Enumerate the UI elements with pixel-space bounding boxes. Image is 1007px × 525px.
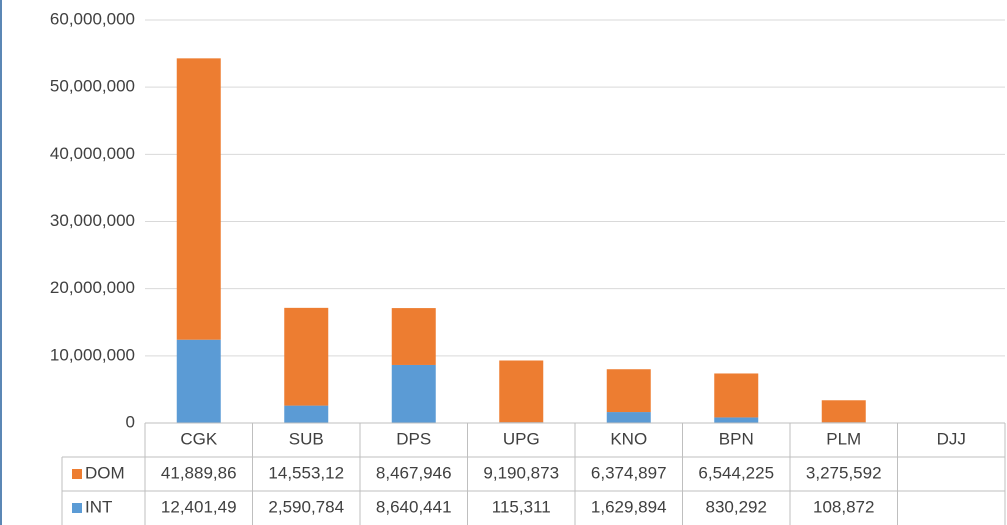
table-cell: 2,590,784: [268, 497, 344, 516]
x-tick-label: DJJ: [937, 429, 966, 448]
table-cell: 8,640,441: [376, 497, 452, 516]
x-tick-label: CGK: [180, 429, 218, 448]
y-tick-label: 60,000,000: [50, 9, 135, 28]
bar-segment: [391, 308, 436, 365]
table-cell: 14,553,12: [268, 463, 344, 482]
y-tick-label: 40,000,000: [50, 144, 135, 163]
x-tick-label: UPG: [503, 429, 540, 448]
bar-segment: [606, 412, 651, 423]
bar-segment: [284, 307, 329, 406]
table-cell: 6,544,225: [698, 463, 774, 482]
x-tick-label: SUB: [289, 429, 324, 448]
y-tick-label: 50,000,000: [50, 77, 135, 96]
bar-segment: [606, 369, 651, 413]
table-cell: 1,629,894: [591, 497, 667, 516]
table-cell: 8,467,946: [376, 463, 452, 482]
bar-segment: [821, 400, 866, 423]
legend-swatch: [72, 469, 82, 479]
table-cell: 12,401,49: [161, 497, 237, 516]
x-tick-label: DPS: [396, 429, 431, 448]
bar-segment: [176, 58, 221, 340]
x-tick-label: PLM: [826, 429, 861, 448]
x-tick-label: BPN: [719, 429, 754, 448]
y-tick-label: 10,000,000: [50, 345, 135, 364]
bar-segment: [391, 364, 436, 423]
table-cell: 9,190,873: [483, 463, 559, 482]
bar-segment: [714, 373, 759, 418]
y-tick-label: 0: [126, 412, 135, 431]
table-cell: 6,374,897: [591, 463, 667, 482]
table-cell: 3,275,592: [806, 463, 882, 482]
table-cell: 830,292: [706, 497, 767, 516]
bar-segment: [499, 360, 544, 423]
x-tick-label: KNO: [610, 429, 647, 448]
bar-segment: [176, 339, 221, 423]
legend-label: DOM: [85, 463, 125, 482]
y-tick-label: 30,000,000: [50, 211, 135, 230]
table-cell: 41,889,86: [161, 463, 237, 482]
legend-label: INT: [85, 497, 112, 516]
bar-segment: [284, 405, 329, 423]
y-tick-label: 20,000,000: [50, 278, 135, 297]
bar-segment: [714, 417, 759, 423]
legend-swatch: [72, 503, 82, 513]
table-cell: 115,311: [492, 497, 551, 516]
table-cell: 108,872: [813, 497, 874, 516]
